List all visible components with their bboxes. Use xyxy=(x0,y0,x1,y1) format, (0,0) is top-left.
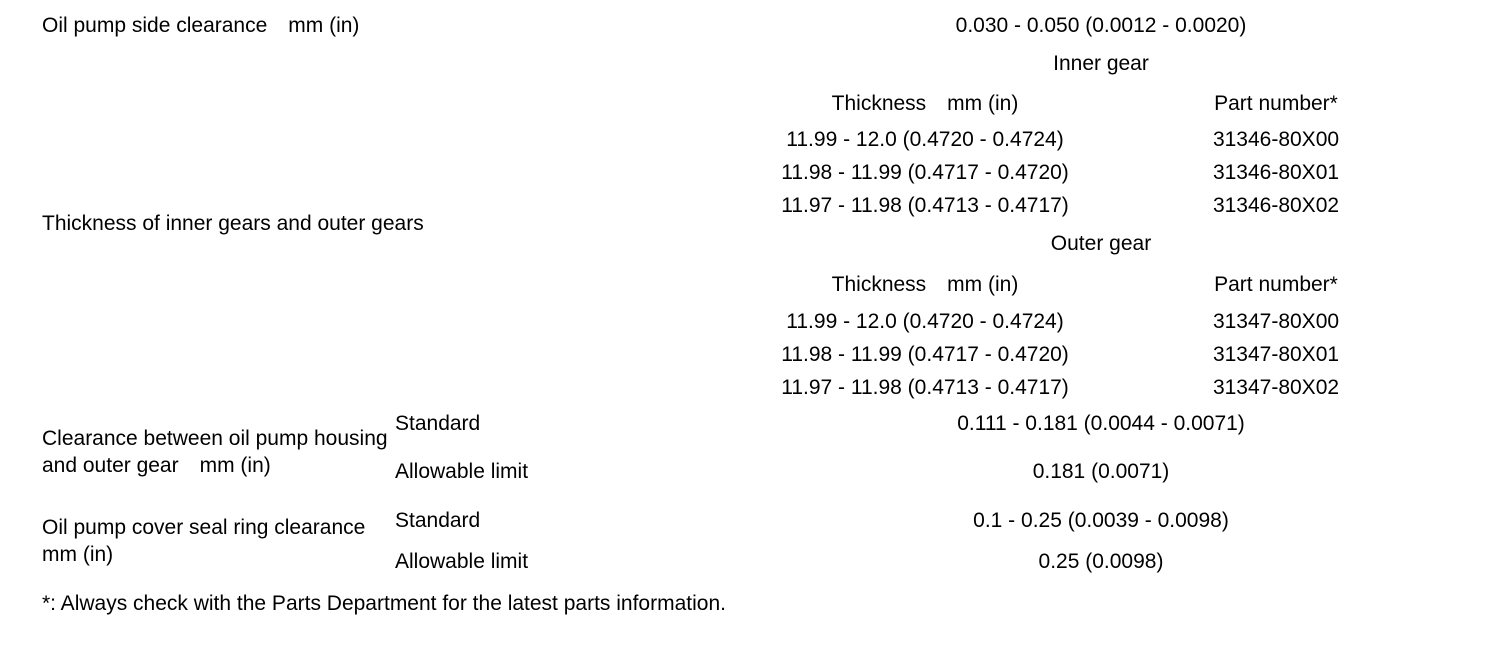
seal-ring-standard-label: Standard xyxy=(395,508,481,532)
parts-footnote: *: Always check with the Parts Departmen… xyxy=(42,592,726,615)
outer-thickness-values: 11.99 - 12.0 (0.4720 - 0.4724) 11.98 - 1… xyxy=(750,305,1100,404)
inner-gear-title: Inner gear xyxy=(1053,51,1149,75)
outer-thickness-value: 11.98 - 11.99 (0.4717 - 0.4720) xyxy=(781,343,1069,366)
seal-ring-clearance-label: Oil pump cover seal ring clearance mm (i… xyxy=(42,515,387,566)
inner-part-number: 31346-80X01 xyxy=(1212,161,1340,184)
outer-part-number: 31347-80X02 xyxy=(1212,376,1340,399)
housing-allowable-limit-value: 0.181 (0.0071) xyxy=(1032,459,1170,483)
outer-thickness-value: 11.97 - 11.98 (0.4713 - 0.4717) xyxy=(781,376,1069,399)
row-seal-ring-standard: Oil pump cover seal ring clearance mm (i… xyxy=(42,499,1452,566)
outer-thickness-value: 11.99 - 12.0 (0.4720 - 0.4724) xyxy=(786,310,1064,333)
row-housing-clearance-limit: Allowable limit 0.181 (0.0071) xyxy=(42,443,1452,499)
row-housing-clearance-standard: Clearance between oil pump housing and o… xyxy=(42,404,1452,477)
row-inner-gear-columns: Thickness mm (in) Part number* xyxy=(42,83,1452,123)
housing-clearance-label: Clearance between oil pump housing and o… xyxy=(42,426,388,477)
row-inner-gear-title: Thickness of inner gears and outer gears… xyxy=(42,43,1452,236)
row-outer-gear-title: Outer gear xyxy=(42,222,1452,264)
manual-page: Oil pump side clearance mm (in) 0.030 - … xyxy=(42,8,1454,617)
inner-thickness-header: Thickness mm (in) xyxy=(831,91,1019,115)
seal-ring-standard-value: 0.1 - 0.25 (0.0039 - 0.0098) xyxy=(973,508,1229,532)
outer-part-number-header: Part number* xyxy=(1214,273,1338,296)
inner-part-number-header: Part number* xyxy=(1214,91,1338,115)
housing-standard-value: 0.111 - 0.181 (0.0044 - 0.0071) xyxy=(957,412,1245,435)
housing-allowable-limit-label: Allowable limit xyxy=(395,459,529,483)
housing-standard-label: Standard xyxy=(395,412,481,435)
row-outer-gear-columns: Thickness mm (in) Part number* xyxy=(42,264,1452,305)
outer-part-number: 31347-80X00 xyxy=(1212,310,1340,333)
outer-part-number: 31347-80X01 xyxy=(1212,343,1340,366)
row-side-clearance: Oil pump side clearance mm (in) 0.030 - … xyxy=(42,8,1452,43)
inner-part-numbers: 31346-80X00 31346-80X01 31346-80X02 xyxy=(1100,123,1452,222)
seal-ring-allowable-limit-value: 0.25 (0.0098) xyxy=(1038,550,1164,573)
outer-gear-title: Outer gear xyxy=(1050,231,1152,255)
row-outer-gear-values: 11.99 - 12.0 (0.4720 - 0.4724) 11.98 - 1… xyxy=(42,305,1452,404)
outer-part-numbers: 31347-80X00 31347-80X01 31347-80X02 xyxy=(1100,305,1452,404)
side-clearance-label: Oil pump side clearance mm (in) xyxy=(42,14,360,37)
inner-thickness-value: 11.97 - 11.98 (0.4713 - 0.4717) xyxy=(781,194,1069,217)
inner-thickness-values: 11.99 - 12.0 (0.4720 - 0.4724) 11.98 - 1… xyxy=(750,123,1100,222)
outer-thickness-header: Thickness mm (in) xyxy=(831,273,1019,296)
row-inner-gear-values: 11.99 - 12.0 (0.4720 - 0.4724) 11.98 - 1… xyxy=(42,123,1452,222)
inner-part-number: 31346-80X00 xyxy=(1212,128,1340,151)
inner-thickness-value: 11.99 - 12.0 (0.4720 - 0.4724) xyxy=(786,128,1064,151)
inner-part-number: 31346-80X02 xyxy=(1212,194,1340,217)
inner-thickness-value: 11.98 - 11.99 (0.4717 - 0.4720) xyxy=(781,161,1069,184)
side-clearance-value: 0.030 - 0.050 (0.0012 - 0.0020) xyxy=(955,14,1247,37)
oil-pump-spec-table: Oil pump side clearance mm (in) 0.030 - … xyxy=(42,8,1452,582)
gear-thickness-label: Thickness of inner gears and outer gears xyxy=(42,212,424,235)
row-seal-ring-limit: Allowable limit 0.25 (0.0098) xyxy=(42,541,1452,582)
seal-ring-allowable-limit-label: Allowable limit xyxy=(395,550,529,573)
